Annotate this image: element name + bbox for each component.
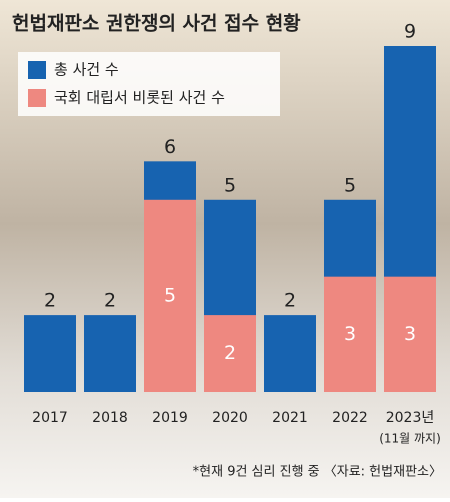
data-label: 3 xyxy=(344,323,356,345)
bar xyxy=(324,276,376,392)
x-tick-label: 2023년 xyxy=(386,410,435,426)
category-note: (11월 까지) xyxy=(379,432,441,446)
x-tick-label: 2020 xyxy=(212,410,248,426)
data-label: 9 xyxy=(404,21,416,43)
x-tick-label: 2022 xyxy=(332,410,368,426)
chart-title: 헌법재판소 권한쟁의 사건 접수 현황 xyxy=(12,12,301,35)
data-label: 3 xyxy=(404,323,416,345)
x-tick-label: 2021 xyxy=(272,410,308,426)
bar xyxy=(204,315,256,392)
bar xyxy=(84,315,136,392)
bar xyxy=(384,276,436,392)
data-label: 5 xyxy=(164,284,176,306)
footnote: *현재 9건 심리 진행 중 〈자료: 헌법재판소〉 xyxy=(193,464,442,480)
legend-label: 총 사건 수 xyxy=(54,61,119,79)
x-tick-label: 2017 xyxy=(32,410,68,426)
x-tick-label: 2018 xyxy=(92,410,128,426)
data-label: 5 xyxy=(224,174,236,196)
legend-swatch xyxy=(28,61,46,79)
data-label: 5 xyxy=(344,174,356,196)
data-label: 2 xyxy=(44,290,56,312)
legend-box xyxy=(18,52,280,116)
data-label: 2 xyxy=(104,290,116,312)
data-label: 2 xyxy=(224,342,236,364)
legend-label: 국회 대립서 비롯된 사건 수 xyxy=(54,89,225,107)
data-label: 6 xyxy=(164,136,176,158)
bar xyxy=(264,315,316,392)
bar xyxy=(24,315,76,392)
bar xyxy=(144,199,196,392)
data-label: 2 xyxy=(284,290,296,312)
x-tick-label: 2019 xyxy=(152,410,188,426)
legend-swatch xyxy=(28,89,46,107)
